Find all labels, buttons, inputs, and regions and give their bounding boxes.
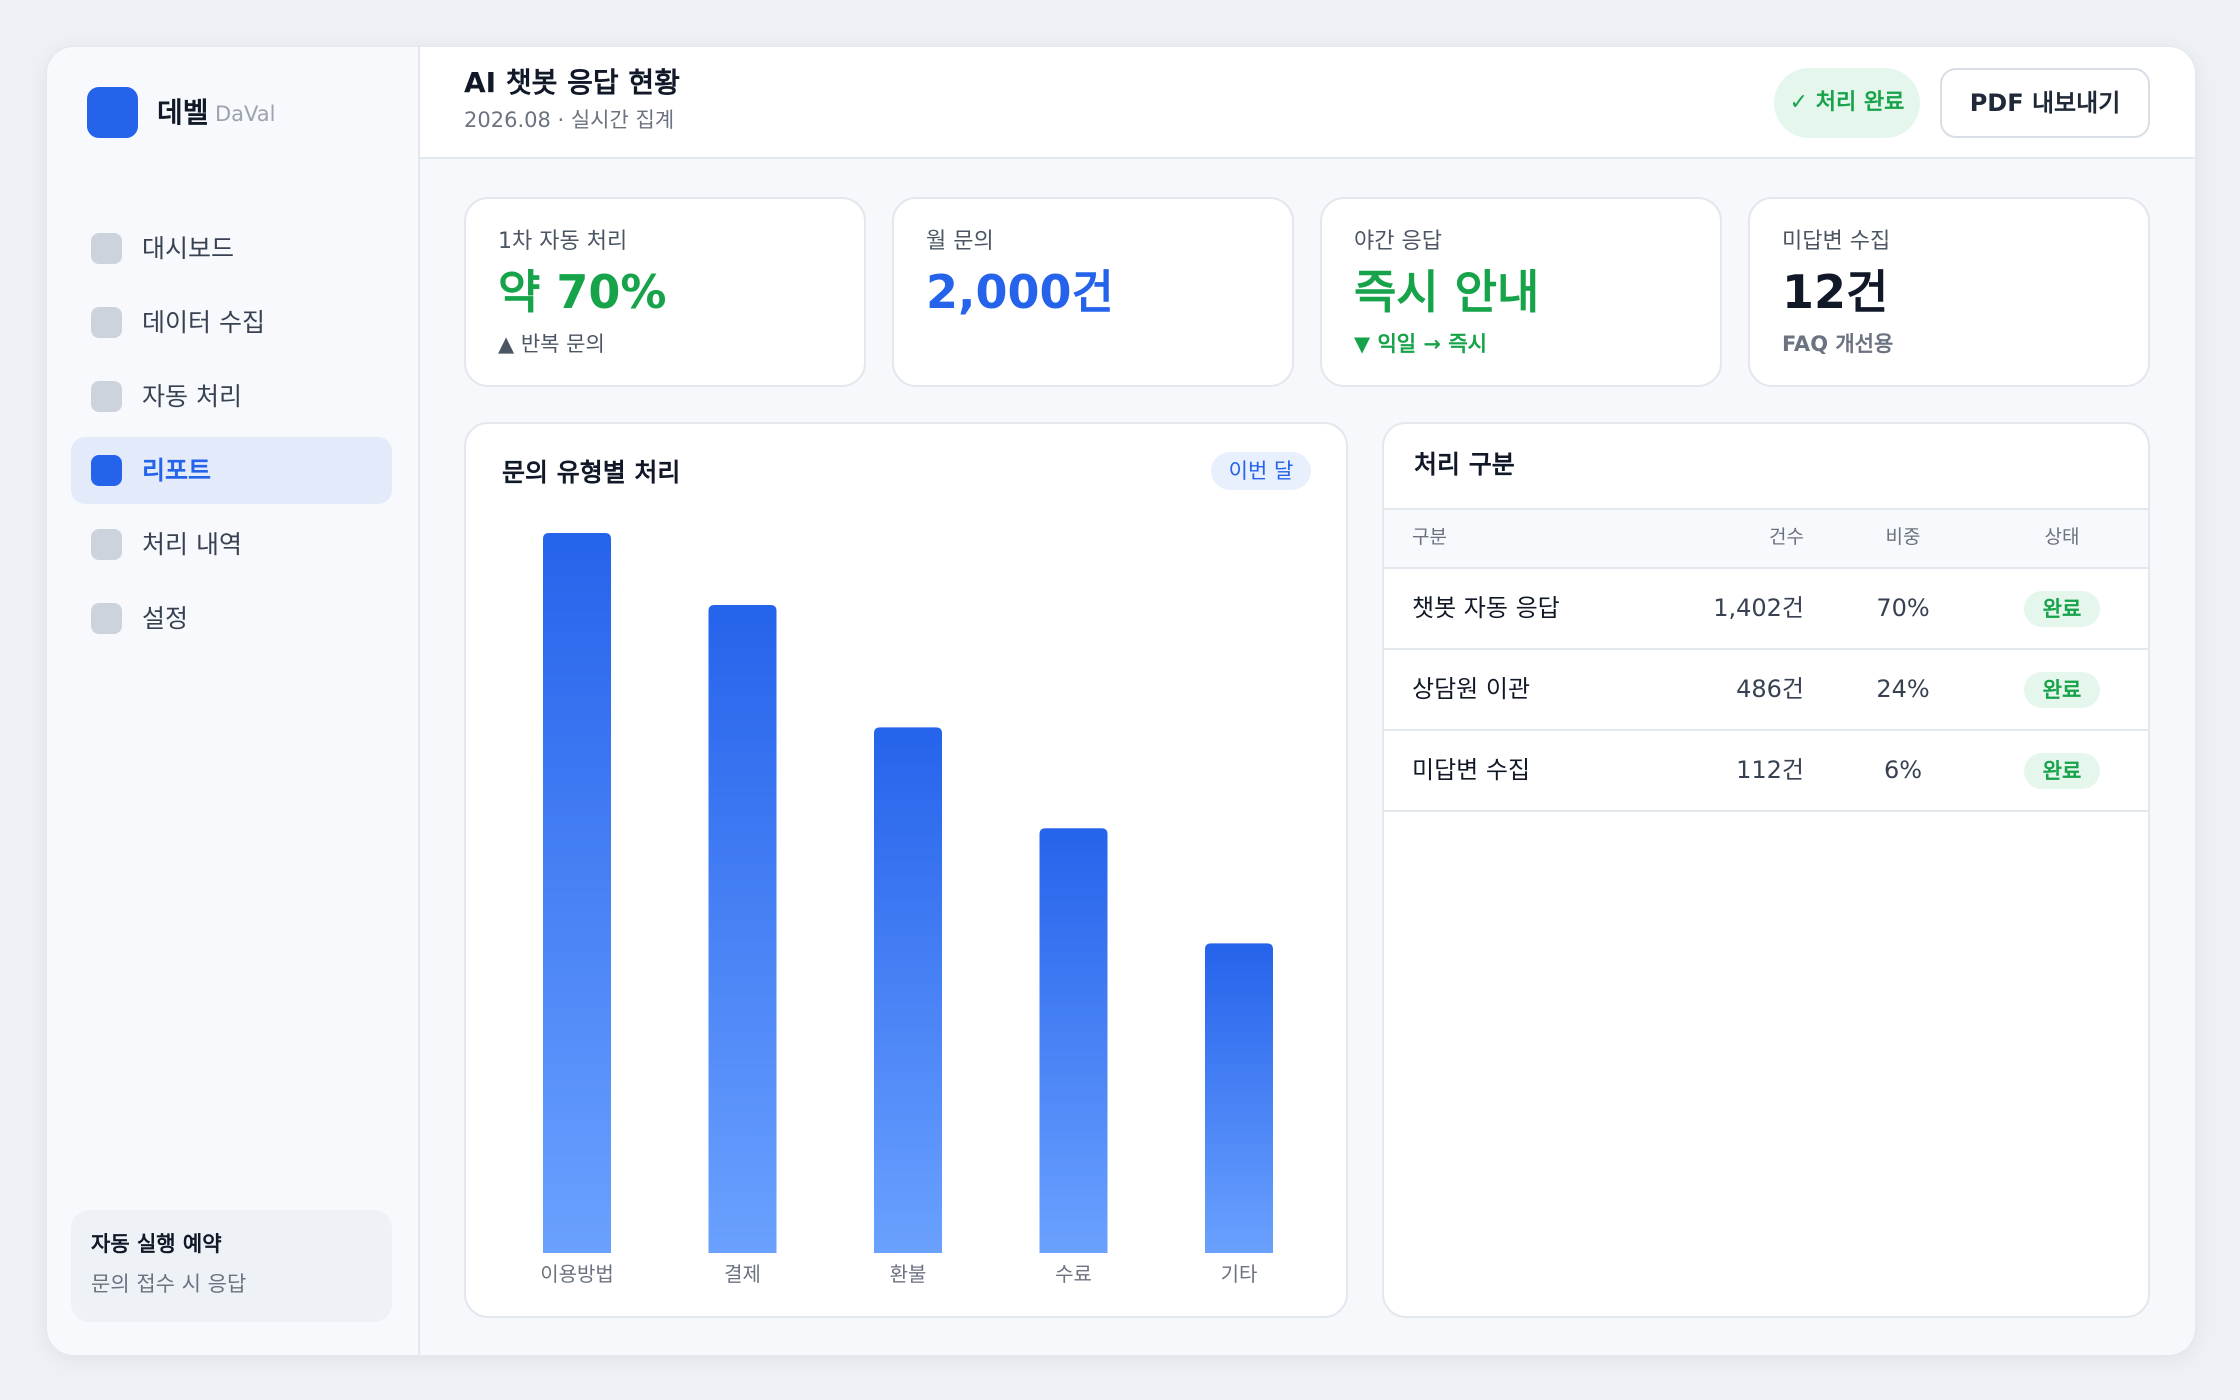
kpi-note: ▲ 반복 문의 [498,332,605,356]
kpi-card: 미답변 수집 12건 FAQ 개선용 [1748,197,2150,387]
table-cell: 상담원 이관 [1412,675,1531,703]
status-pill: 완료 [2024,672,2100,708]
bar [1205,943,1273,1253]
page-title: AI 챗봇 응답 현황 [464,66,680,99]
table-row [1384,567,2148,650]
header: AI 챗봇 응답 현황 2026.08 · 실시간 집계 ✓ 처리 완료 PDF… [420,47,2195,159]
status-pill: 완료 [2024,591,2100,627]
table-card: 처리 구분 구분 건수 비중 상태 챗봇 자동 응답 1,402건 70% 완료 상담원 이관 4… [1382,422,2150,1318]
bar [708,605,777,1253]
chart-card: 문의 유형별 처리 이번 달 이용방법 결제 환불 수료 기타 [464,422,1348,1318]
kpi-label: 미답변 수집 [1782,229,1891,254]
nav-item[interactable]: 설정 [71,585,392,652]
kpi-label: 야간 응답 [1354,229,1442,254]
table-column-header: 구분 [1412,526,1447,548]
nav-label: 설정 [142,604,189,633]
table-row [1384,648,2148,731]
nav-item[interactable]: 데이터 수집 [71,289,392,356]
status-pill: 완료 [2024,753,2100,789]
nav-item[interactable]: 리포트 [71,437,392,504]
export-button[interactable]: PDF 내보내기 [1940,68,2150,138]
table-cell: 1,402건 [1713,594,1804,622]
nav-item[interactable]: 자동 처리 [71,363,392,430]
nav-label: 데이터 수집 [142,308,265,337]
nav-icon [91,381,122,412]
x-tick-label: 결제 [724,1262,761,1286]
status-badge: ✓ 처리 완료 [1774,68,1920,138]
kpi-value: 즉시 안내 [1354,265,1540,319]
kpi-note: FAQ 개선용 [1782,332,1894,356]
x-tick-label: 환불 [890,1262,927,1286]
bar [543,533,611,1253]
kpi-label: 월 문의 [926,229,994,254]
table-column-header: 상태 [2044,526,2080,548]
bar-chart: 이용방법 결제 환불 수료 기타 [540,533,1273,1286]
table-cell: 486건 [1736,675,1804,703]
table-cell: 챗봇 자동 응답 [1412,594,1560,622]
x-tick-label: 수료 [1055,1262,1092,1286]
kpi-note: ▼ 익일 → 즉시 [1354,332,1487,356]
nav-icon [91,455,122,486]
nav-label: 자동 처리 [142,382,242,411]
table-column-header: 건수 [1769,526,1804,548]
page-subtitle: 2026.08 · 실시간 집계 [464,108,675,132]
brand: 데벨 [157,96,209,129]
nav-icon [91,233,122,264]
logo [87,87,138,138]
table-cell: 미답변 수집 [1412,756,1531,784]
schedule-text: 문의 접수 시 응답 [91,1272,247,1296]
kpi-value: 약 70% [498,265,667,319]
nav-icon [91,603,122,634]
kpi-value: 12건 [1782,265,1889,319]
table-cell: 6% [1883,756,1923,784]
table-header-row [1384,508,2148,569]
nav-label: 처리 내역 [142,530,242,559]
table-cell: 70% [1876,594,1930,622]
bar [874,727,942,1253]
table-row [1384,729,2148,812]
table-column-header: 비중 [1885,526,1921,548]
nav-label: 대시보드 [142,234,235,263]
period-badge: 이번 달 [1211,452,1311,490]
kpi-value: 2,000건 [926,265,1114,319]
table-title: 처리 구분 [1414,450,1515,479]
schedule-card: 자동 실행 예약 문의 접수 시 응답 [71,1210,392,1322]
kpi-card: 월 문의 2,000건 [892,197,1294,387]
nav-item[interactable]: 처리 내역 [71,511,392,578]
table-cell: 24% [1876,675,1930,703]
nav-item[interactable]: 대시보드 [71,215,392,282]
nav-label: 리포트 [142,456,212,485]
bar [1039,828,1108,1253]
x-tick-label: 이용방법 [540,1262,614,1286]
chart-title: 문의 유형별 처리 [502,458,681,487]
nav-icon [91,529,122,560]
table-cell: 112건 [1736,756,1804,784]
kpi-label: 1차 자동 처리 [498,229,628,254]
x-tick-label: 기타 [1221,1262,1258,1286]
schedule-title: 자동 실행 예약 [91,1232,222,1256]
nav-icon [91,307,122,338]
brand-en: DaVal [215,102,276,126]
